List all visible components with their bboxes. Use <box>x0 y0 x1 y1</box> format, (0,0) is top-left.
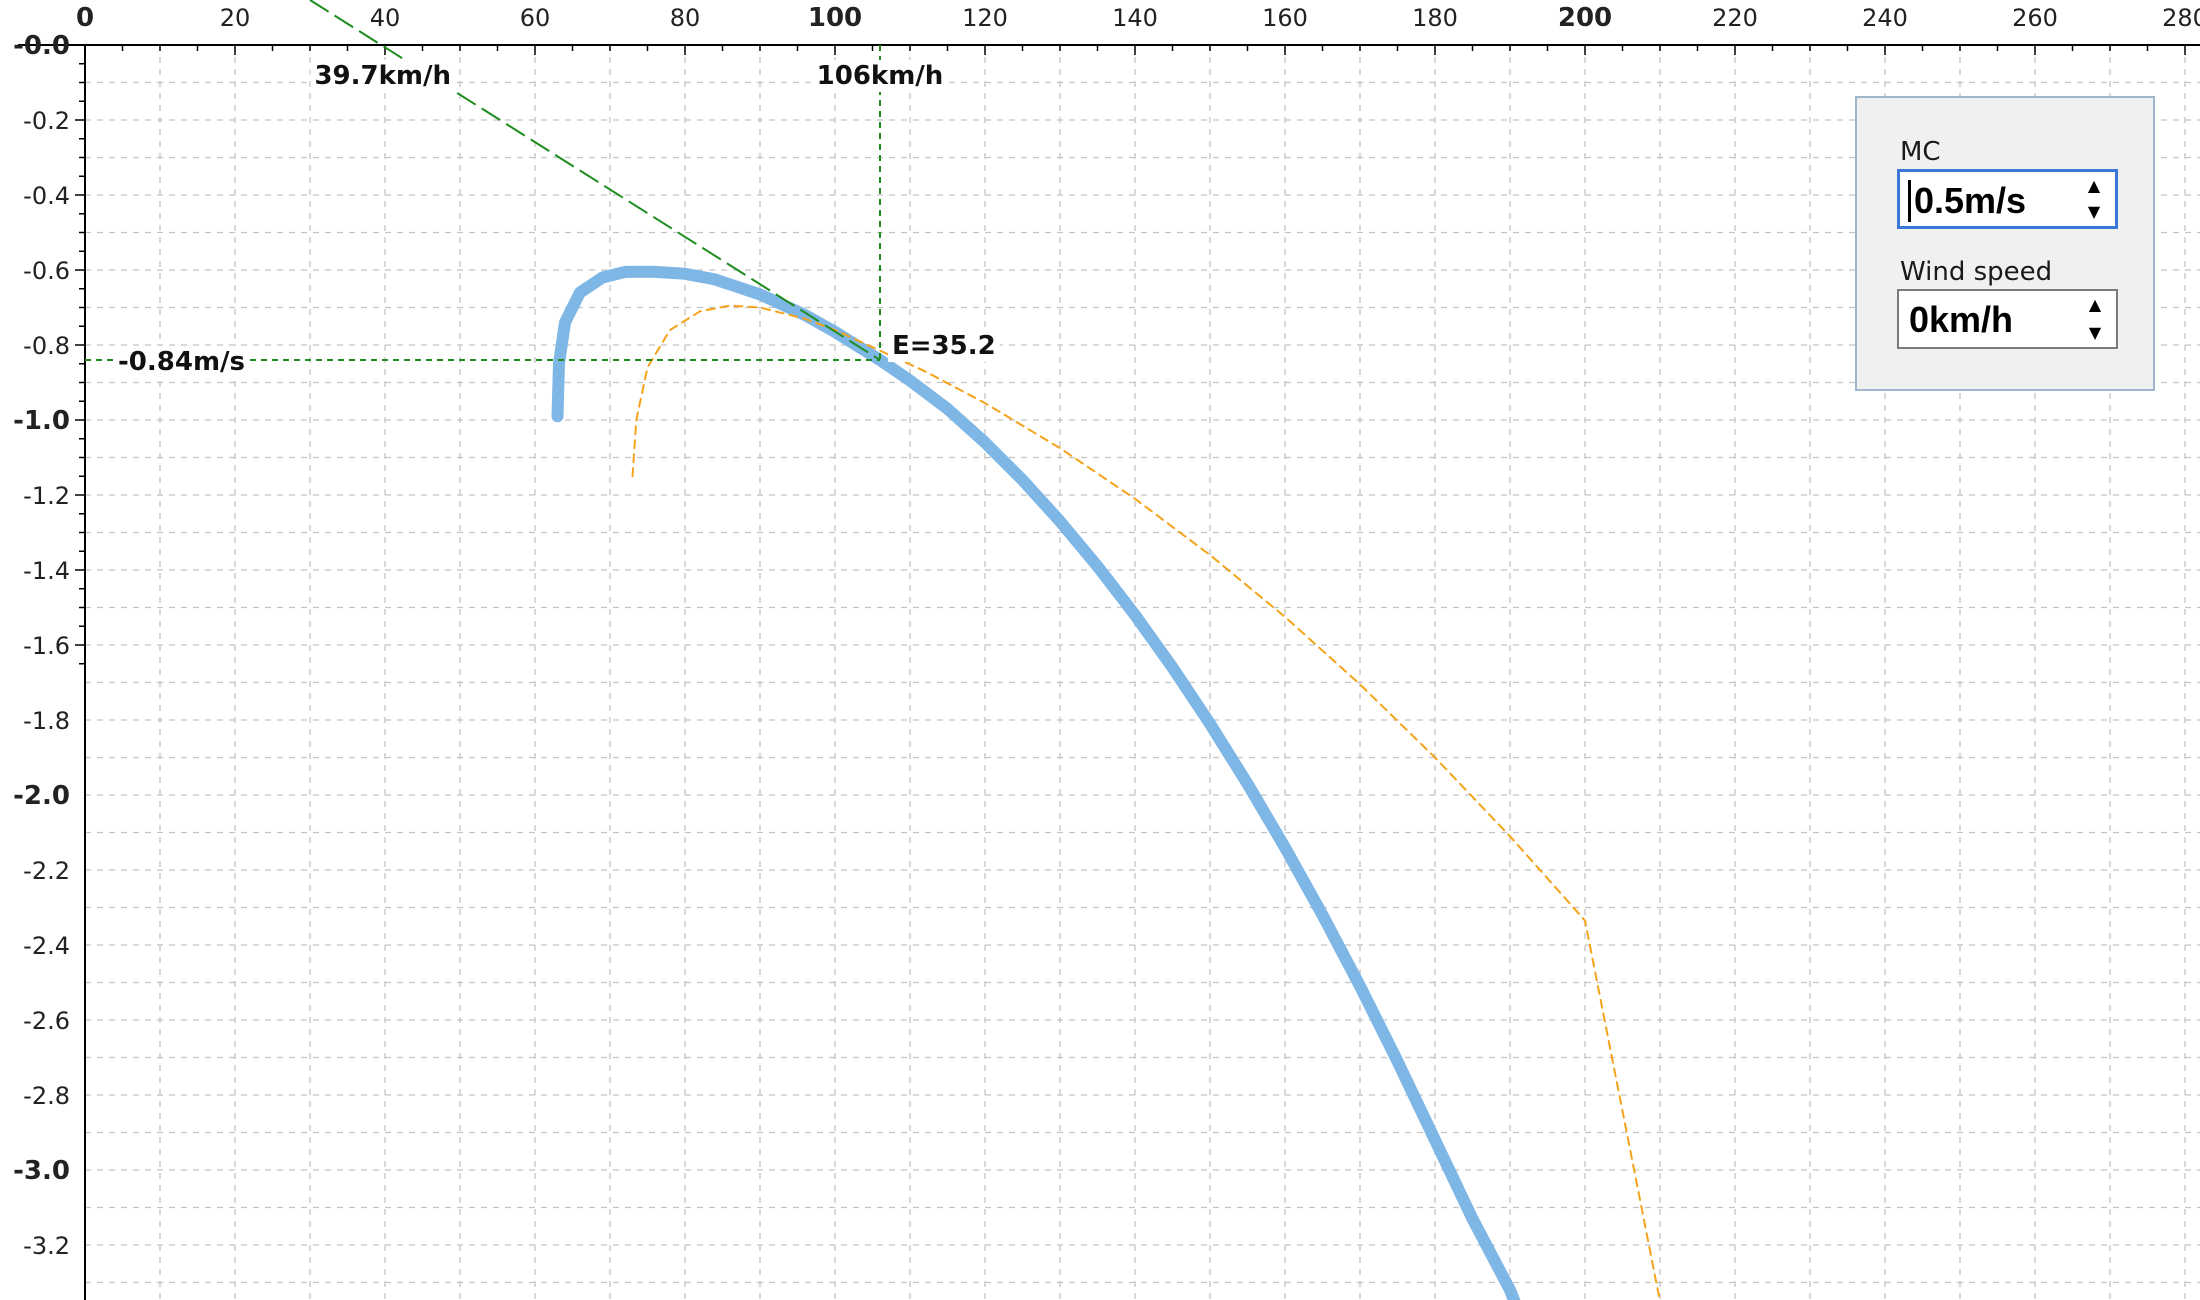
x-tick-label: 60 <box>520 4 551 32</box>
y-tick-label: -0.0 <box>13 31 70 61</box>
mc-spinbox[interactable]: 0.5m/s ▲ ▼ <box>1897 169 2118 229</box>
polar-curve-main <box>551 265 1521 1300</box>
y-tick-label: -0.6 <box>23 257 70 285</box>
best-speed-label-background <box>812 60 948 92</box>
x-tick-label: 0 <box>76 3 94 33</box>
mc-increment-icon[interactable]: ▲ <box>2087 176 2101 195</box>
sink-rate-label: -0.84m/s <box>118 347 245 377</box>
y-tick-label: -0.4 <box>23 182 70 210</box>
text-caret <box>1908 180 1911 222</box>
axes: 0 20 40 60 80 100 120 140 160 180 200 220 240 260 280 -… <box>13 3 2200 1300</box>
wind-decrement-icon[interactable]: ▼ <box>2088 323 2102 342</box>
y-tick-label: -2.6 <box>23 1007 70 1035</box>
glide-ratio-label-background <box>888 330 1000 362</box>
x-tick-label: 220 <box>1712 4 1758 32</box>
x-tick-label: 200 <box>1558 3 1612 33</box>
x-tick-label: 240 <box>1862 4 1908 32</box>
speed-intercept-label-background <box>310 60 456 92</box>
x-tick-label: 160 <box>1262 4 1308 32</box>
glide-ratio-label: E=35.2 <box>892 331 996 361</box>
y-tick-label: -1.8 <box>23 707 70 735</box>
x-tick-label: 20 <box>220 4 251 32</box>
mc-value[interactable]: 0.5m/s <box>1914 180 2027 221</box>
wind-speed-value[interactable]: 0km/h <box>1909 299 2014 340</box>
mc-decrement-icon[interactable]: ▼ <box>2087 202 2101 221</box>
y-tick-label: -1.4 <box>23 557 70 585</box>
x-tick-label: 180 <box>1412 4 1458 32</box>
x-tick-label: 40 <box>370 4 401 32</box>
wind-increment-icon[interactable]: ▲ <box>2088 295 2102 314</box>
y-tick-label: -2.0 <box>13 781 70 811</box>
y-tick-label: -2.2 <box>23 857 70 885</box>
best-speed-label: 106km/h <box>817 61 944 91</box>
x-tick-label: 80 <box>670 4 701 32</box>
wind-speed-label: Wind speed <box>1900 257 2053 287</box>
wind-speed-spinbox[interactable]: 0km/h ▲ ▼ <box>1897 289 2118 349</box>
y-tick-label: -1.2 <box>23 482 70 510</box>
x-tick-label: 280 <box>2162 4 2200 32</box>
grid <box>85 45 2200 1300</box>
x-tick-label: 100 <box>808 3 862 33</box>
annotations: 39.7km/h 106km/h -0.84m/s E=35.2 <box>85 0 1000 378</box>
series-group <box>551 265 1661 1300</box>
speed-intercept-label: 39.7km/h <box>314 61 451 91</box>
x-tick-label: 140 <box>1112 4 1158 32</box>
x-tick-label: 120 <box>962 4 1008 32</box>
x-tick-label: 260 <box>2012 4 2058 32</box>
sink-rate-label-background <box>114 346 250 378</box>
y-tick-label: -3.0 <box>13 1156 70 1186</box>
y-tick-label: -2.8 <box>23 1082 70 1110</box>
y-tick-label: -1.0 <box>13 406 70 436</box>
y-tick-label: -2.4 <box>23 932 70 960</box>
mc-tangent-line <box>309 0 881 361</box>
y-tick-label: -0.8 <box>23 332 70 360</box>
mc-label: MC <box>1900 137 1941 167</box>
y-tick-label: -0.2 <box>23 107 70 135</box>
y-tick-label: -1.6 <box>23 632 70 660</box>
polar-curve-secondary <box>631 304 1661 1300</box>
settings-panel: MC 0.5m/s ▲ ▼ Wind speed 0km/h ▲ ▼ <box>1855 96 2155 391</box>
y-tick-label: -3.2 <box>23 1232 70 1260</box>
